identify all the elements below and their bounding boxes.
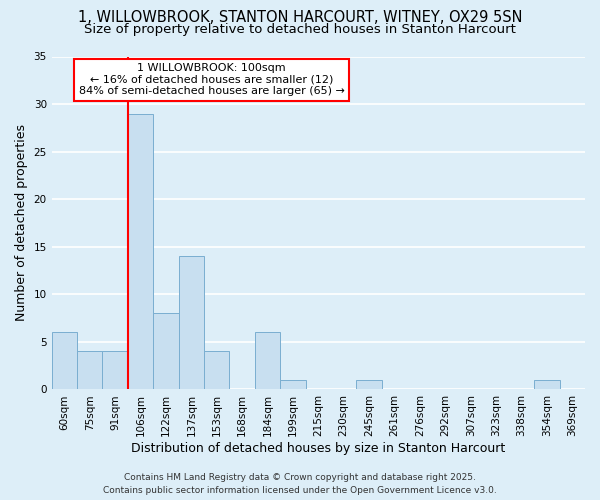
Text: 1 WILLOWBROOK: 100sqm
← 16% of detached houses are smaller (12)
84% of semi-deta: 1 WILLOWBROOK: 100sqm ← 16% of detached …	[79, 63, 344, 96]
Y-axis label: Number of detached properties: Number of detached properties	[15, 124, 28, 322]
Bar	[534, 380, 560, 390]
X-axis label: Distribution of detached houses by size in Stanton Harcourt: Distribution of detached houses by size …	[131, 442, 505, 455]
Bar	[280, 380, 305, 390]
Bar	[52, 332, 77, 390]
Text: Size of property relative to detached houses in Stanton Harcourt: Size of property relative to detached ho…	[84, 22, 516, 36]
Bar	[179, 256, 204, 390]
Text: Contains HM Land Registry data © Crown copyright and database right 2025.
Contai: Contains HM Land Registry data © Crown c…	[103, 474, 497, 495]
Bar	[255, 332, 280, 390]
Bar	[128, 114, 153, 390]
Bar	[356, 380, 382, 390]
Bar	[204, 352, 229, 390]
Bar	[153, 314, 179, 390]
Text: 1, WILLOWBROOK, STANTON HARCOURT, WITNEY, OX29 5SN: 1, WILLOWBROOK, STANTON HARCOURT, WITNEY…	[78, 10, 522, 25]
Bar	[103, 352, 128, 390]
Bar	[77, 352, 103, 390]
